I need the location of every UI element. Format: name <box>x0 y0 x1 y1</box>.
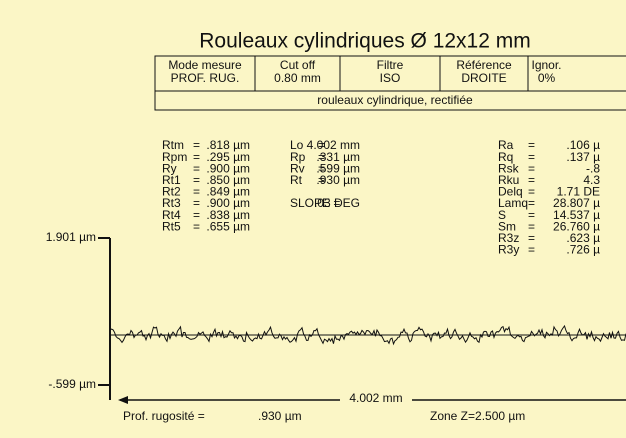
param-value: .930 µm <box>316 173 360 187</box>
table-cell: Ignor. <box>531 58 561 72</box>
table-cell: PROF. RUG. <box>171 71 240 85</box>
param-eq: = <box>528 196 535 210</box>
param-value: .726 µ <box>566 243 600 257</box>
param-name: Lo <box>290 138 304 152</box>
length-label: 4.002 mm <box>349 391 402 405</box>
table-frame <box>154 55 626 111</box>
param-value: .623 µ <box>566 231 600 245</box>
param-eq: = <box>528 161 535 175</box>
param-value: 28.807 µ <box>553 196 600 210</box>
param-name: Delq <box>498 185 523 199</box>
param-value: 14.537 µ <box>553 208 600 222</box>
param-value: .900 µm <box>206 161 250 175</box>
param-eq: = <box>193 208 200 222</box>
param-value: .818 µm <box>206 138 250 152</box>
profile-label: Prof. rugosité = <box>123 409 205 423</box>
title: Rouleaux cylindriques Ø 12x12 mm <box>199 30 531 53</box>
param-eq: = <box>318 161 325 175</box>
param-eq: = <box>193 138 200 152</box>
param-value: .655 µm <box>206 219 250 233</box>
param-name: Rt3 <box>162 196 181 210</box>
param-name: Lamq <box>498 196 528 210</box>
table-cell: 0.80 mm <box>274 71 321 85</box>
param-value: .849 µm <box>206 185 250 199</box>
profile-value: .930 µm <box>258 409 302 423</box>
arrow-head <box>118 396 128 404</box>
param-eq: = <box>528 208 535 222</box>
param-name: R3y <box>498 243 519 257</box>
parameters: Rtm = .818 µm Rpm = .295 µm Ry = .900 µm Rt1 = .850… <box>162 138 600 256</box>
param-name: Rsk <box>498 161 520 175</box>
param-eq: = <box>528 219 535 233</box>
param-eq: = <box>318 173 325 187</box>
param-name: Rt5 <box>162 219 181 233</box>
param-eq: = <box>528 185 535 199</box>
param-value: .599 µm <box>316 161 360 175</box>
param-value: .03 DEG <box>314 196 360 210</box>
table-cell: 0% <box>538 71 556 85</box>
param-name: Rku <box>498 173 519 187</box>
param-eq: = <box>193 219 200 233</box>
param-value: .295 µm <box>206 150 250 164</box>
table-cell: Filtre <box>377 58 404 72</box>
param-eq: = <box>193 150 200 164</box>
param-name: Rt <box>290 173 303 187</box>
param-eq: = <box>318 150 325 164</box>
param-name: Rv <box>290 161 305 175</box>
param-name: Rt1 <box>162 173 181 187</box>
profile-trace <box>109 324 626 346</box>
param-name: Rt4 <box>162 208 181 222</box>
param-value: 4.002 mm <box>307 138 360 152</box>
param-value: 26.760 µ <box>553 219 600 233</box>
param-eq: = <box>193 173 200 187</box>
param-eq: = <box>528 243 535 257</box>
param-name: R3z <box>498 231 519 245</box>
param-value: 1.71 DE <box>557 185 600 199</box>
param-value: .838 µm <box>206 208 250 222</box>
param-name: Ra <box>498 138 514 152</box>
param-eq: = <box>528 150 535 164</box>
zone: Zone Z=2.500 µm <box>430 409 525 423</box>
param-name: Rtm <box>162 138 184 152</box>
param-value: .900 µm <box>206 196 250 210</box>
param-eq: = <box>193 196 200 210</box>
param-eq: = <box>528 231 535 245</box>
table-cell: ISO <box>380 71 401 85</box>
param-name: S <box>498 208 506 222</box>
param-name: Rq <box>498 150 513 164</box>
param-value: .331 µm <box>316 150 360 164</box>
param-name: Rp <box>290 150 306 164</box>
min-label: -.599 µm <box>48 377 96 391</box>
param-value: -.8 <box>586 161 600 175</box>
param-name: SLOPE = <box>290 196 340 210</box>
table-description: rouleaux cylindrique, rectifiée <box>317 93 473 107</box>
param-value: .137 µ <box>566 150 600 164</box>
param-eq: = <box>528 173 535 187</box>
param-eq: = <box>528 138 535 152</box>
param-eq: = <box>318 138 325 152</box>
table-cell: Cut off <box>280 58 316 72</box>
param-name: Ry <box>162 161 177 175</box>
param-name: Sm <box>498 219 516 233</box>
param-name: Rpm <box>162 150 187 164</box>
param-eq: = <box>193 161 200 175</box>
max-label: 1.901 µm <box>46 230 96 244</box>
table-cell: Référence <box>456 58 512 72</box>
table-cell: DROITE <box>461 71 506 85</box>
param-value: 4.3 <box>583 173 600 187</box>
param-eq: = <box>193 185 200 199</box>
param-value: .850 µm <box>206 173 250 187</box>
param-value: .106 µ <box>566 138 600 152</box>
param-name: Rt2 <box>162 185 181 199</box>
table-cell: Mode mesure <box>168 58 242 72</box>
